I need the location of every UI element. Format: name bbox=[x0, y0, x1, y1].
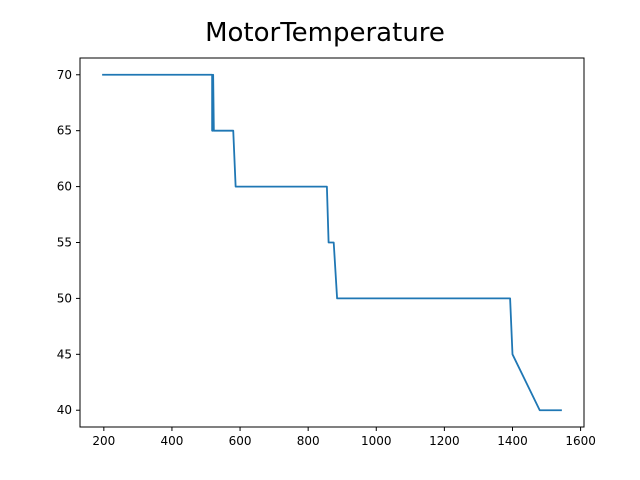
chart-title: MotorTemperature bbox=[205, 18, 445, 48]
y-tick-label: 40 bbox=[57, 403, 72, 417]
x-tick-label: 1000 bbox=[361, 434, 392, 448]
y-tick-label: 50 bbox=[57, 291, 72, 305]
y-tick-label: 70 bbox=[57, 68, 72, 82]
y-axis-ticks: 40 45 50 55 60 65 70 bbox=[57, 68, 80, 417]
x-tick-label: 400 bbox=[160, 434, 183, 448]
y-tick-label: 55 bbox=[57, 236, 72, 250]
y-tick-label: 60 bbox=[57, 180, 72, 194]
x-tick-label: 800 bbox=[297, 434, 320, 448]
y-tick-label: 65 bbox=[57, 124, 72, 138]
x-tick-label: 600 bbox=[229, 434, 252, 448]
x-axis-ticks: 200 400 600 800 1000 1200 1400 1600 bbox=[92, 427, 596, 448]
x-tick-label: 1200 bbox=[429, 434, 460, 448]
x-tick-label: 200 bbox=[92, 434, 115, 448]
x-tick-label: 1400 bbox=[497, 434, 528, 448]
y-tick-label: 45 bbox=[57, 347, 72, 361]
series-line bbox=[102, 73, 562, 412]
series-lines bbox=[102, 73, 562, 412]
x-tick-label: 1600 bbox=[565, 434, 596, 448]
